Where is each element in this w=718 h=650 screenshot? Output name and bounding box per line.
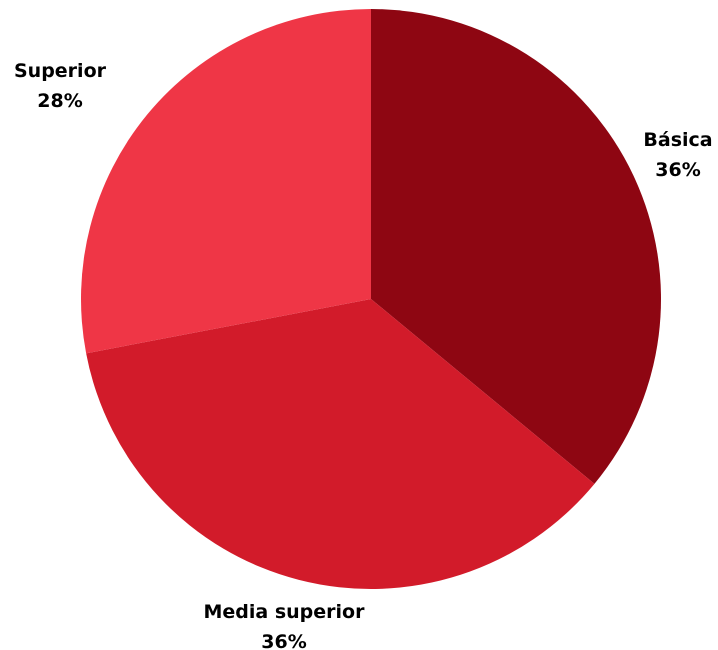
slice-value-label: 36% [655,159,700,181]
slice-label: Superior 28% [14,60,107,112]
pie-slice-superior [80,9,371,354]
slice-label: Básica 36% [643,129,712,181]
slice-category-label: Superior [14,60,107,82]
slice-value-label: 36% [261,631,306,650]
slice-category-label: Básica [643,129,712,151]
pie-slice-basica [371,9,661,484]
slice-value-label: 28% [37,90,82,112]
slice-category-label: Media superior [204,601,366,623]
pie-labels: Básica 36% Media superior 36% Superior 28% [14,60,713,650]
pie-slice-media-superior [86,299,595,589]
pie-slices [80,9,661,589]
slice-label: Media superior 36% [204,601,366,650]
